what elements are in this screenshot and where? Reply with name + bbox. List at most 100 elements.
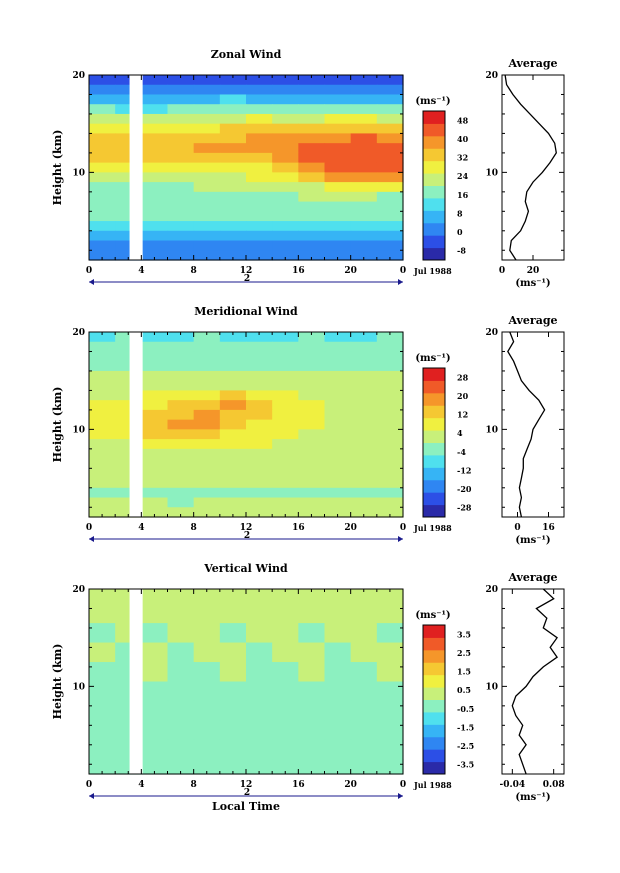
heatmap-cell — [167, 623, 195, 644]
heatmap-cell — [141, 221, 169, 232]
heatmap-cell — [376, 341, 404, 353]
heatmap-cell — [246, 448, 273, 460]
heatmap-cell — [167, 172, 195, 183]
profile-x-tick-label: 16 — [542, 523, 555, 533]
colorbar-label: 32 — [457, 153, 468, 163]
heatmap-cell — [376, 468, 404, 479]
heatmap-cell — [141, 448, 169, 460]
y-tick-label: 10 — [72, 168, 85, 178]
heatmap-cell — [350, 211, 378, 222]
heatmap-cell — [219, 75, 247, 86]
heatmap-cell — [167, 429, 195, 440]
heatmap-cell — [376, 623, 404, 644]
heatmap-cell — [141, 201, 169, 212]
heatmap-cell — [167, 700, 195, 722]
heatmap-cell — [219, 448, 247, 460]
heatmap-cell — [272, 211, 299, 222]
y-axis-label: Height (km) — [51, 644, 64, 720]
heatmap-cell — [298, 448, 326, 460]
heatmap-cell — [272, 201, 299, 212]
heatmap-cell — [167, 221, 195, 232]
heatmap-cell — [376, 700, 404, 722]
heatmap-cell — [141, 182, 169, 193]
heatmap-cell — [167, 201, 195, 212]
heatmap-cell — [324, 191, 352, 203]
heatmap-cell — [219, 458, 247, 469]
heatmap-cell — [376, 759, 404, 775]
heatmap-cell — [115, 172, 142, 183]
heatmap-cell — [376, 458, 404, 469]
heatmap-cell — [219, 361, 247, 372]
x-axis-label: Local Time — [212, 800, 280, 813]
heatmap-cell — [350, 182, 378, 193]
heatmap-cell — [89, 400, 116, 411]
heatmap-cell — [376, 221, 404, 232]
heatmap-cell — [115, 400, 142, 411]
heatmap-cell — [324, 700, 352, 722]
heatmap-cell — [219, 642, 247, 663]
heatmap-cell — [246, 497, 273, 508]
heatmap-cell — [193, 700, 221, 722]
heatmap-cell — [141, 133, 169, 144]
heatmap-cell — [193, 230, 221, 242]
x-tick-label: 0 — [400, 523, 406, 533]
colorbar-label: 3.5 — [457, 629, 471, 639]
heatmap-cell — [193, 642, 221, 663]
heatmap-cell — [167, 468, 195, 479]
date-label: Jul 1988 — [413, 780, 452, 790]
day-axis-arrow-left — [89, 793, 94, 799]
heatmap-cell — [246, 332, 273, 343]
x-tick-label: 12 — [240, 523, 253, 533]
colorbar-swatch — [423, 210, 445, 224]
heatmap-cell — [167, 478, 195, 489]
colorbar-label: 12 — [457, 410, 468, 420]
heatmap-cell — [272, 662, 299, 683]
heatmap-cell — [298, 240, 326, 251]
heatmap-cell — [193, 623, 221, 644]
heatmap-cell — [350, 409, 378, 421]
heatmap-cell — [167, 458, 195, 469]
colorbar-swatch — [423, 637, 445, 651]
heatmap-cell — [324, 429, 352, 440]
heatmap-cell — [298, 603, 326, 624]
heatmap-cell — [193, 468, 221, 479]
heatmap-cell — [298, 201, 326, 212]
colorbar-swatch — [423, 662, 445, 676]
heatmap-cell — [89, 681, 116, 702]
heatmap-cell — [376, 332, 404, 343]
profile-x-tick-label: 0.08 — [543, 780, 565, 790]
heatmap-cell — [89, 201, 116, 212]
heatmap-cell — [219, 487, 247, 499]
heatmap-cell — [89, 133, 116, 144]
heatmap-cell — [167, 75, 195, 86]
heatmap-cell — [246, 468, 273, 479]
profile-x-tick-label: 0 — [514, 523, 520, 533]
heatmap-cell — [141, 642, 169, 663]
heatmap-cell — [324, 642, 352, 663]
heatmap-cell — [298, 191, 326, 203]
heatmap-cell — [193, 143, 221, 154]
profile-title: Average — [507, 571, 557, 584]
heatmap-cell — [376, 739, 404, 760]
heatmap-cell — [167, 720, 195, 741]
heatmap-cell — [376, 123, 404, 135]
heatmap-cell — [89, 75, 116, 86]
heatmap-cell — [219, 230, 247, 242]
heatmap-cell — [115, 133, 142, 144]
y-axis-label: Height (km) — [51, 130, 64, 206]
heatmap-cell — [193, 759, 221, 775]
heatmap-cell — [193, 94, 221, 105]
heatmap-cell — [89, 589, 116, 605]
day-axis-arrow-right — [398, 536, 403, 542]
data-gap — [129, 75, 143, 260]
heatmap-cell — [298, 351, 326, 362]
heatmap-cell — [141, 123, 169, 135]
heatmap-cell — [272, 341, 299, 353]
heatmap-cell — [167, 182, 195, 193]
heatmap-cell — [219, 341, 247, 353]
heatmap-cell — [89, 409, 116, 421]
heatmap-cell — [246, 162, 273, 173]
heatmap-cell — [141, 230, 169, 242]
heatmap-cell — [193, 250, 221, 261]
heatmap-cell — [115, 152, 142, 164]
